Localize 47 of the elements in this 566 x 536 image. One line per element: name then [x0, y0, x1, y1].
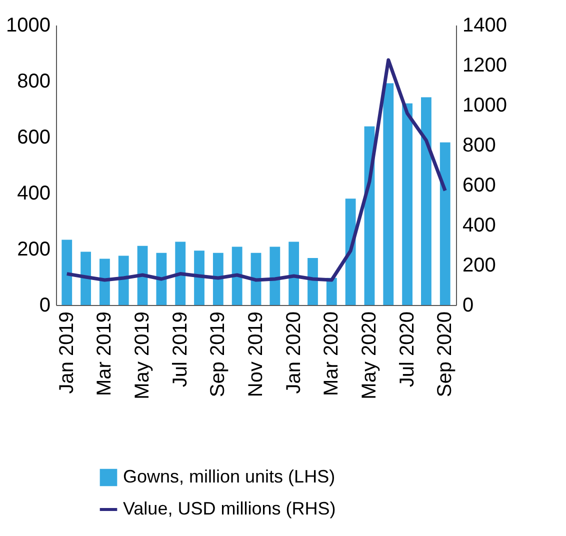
- y2-tick-label: 1400: [462, 14, 507, 36]
- bar: [212, 252, 224, 305]
- bar: [194, 250, 204, 305]
- legend-label: Value, USD millions (RHS): [123, 498, 336, 518]
- y-tick-label: 600: [17, 126, 50, 148]
- y2-tick-label: 600: [462, 174, 496, 196]
- x-tick-label: Nov 2019: [245, 312, 267, 398]
- bar: [137, 246, 148, 305]
- bar: [308, 258, 318, 305]
- x-tick-label: Jul 2020: [396, 312, 418, 388]
- y-tick-label: 0: [39, 294, 50, 316]
- bar: [383, 83, 394, 305]
- y2-tick-label: 1000: [462, 94, 507, 116]
- y2-tick-label: 400: [462, 214, 496, 236]
- y-tick-label: 1000: [6, 14, 50, 36]
- line-series: [65, 58, 447, 282]
- bar: [270, 246, 280, 305]
- bar: [62, 240, 72, 305]
- bar: [288, 242, 300, 305]
- bar: [175, 242, 186, 305]
- x-tick-label: Sep 2019: [207, 312, 230, 398]
- bar: [440, 142, 450, 305]
- bar: [345, 198, 356, 305]
- bar: [402, 103, 412, 305]
- bar: [80, 252, 91, 305]
- x-tick-label: Jan 2020: [282, 312, 305, 394]
- x-tick-label: May 2020: [358, 312, 380, 400]
- x-tick-label: May 2019: [132, 312, 154, 400]
- bar: [118, 256, 129, 305]
- y-tick-label: 200: [17, 238, 50, 260]
- x-tick-label: Sep 2020: [434, 312, 456, 398]
- y2-tick-label: 200: [462, 254, 496, 276]
- bar: [326, 278, 337, 305]
- y2-tick-label: 0: [462, 294, 474, 316]
- x-tick-label: Jul 2019: [169, 312, 192, 388]
- bar: [100, 258, 110, 305]
- bar: [156, 252, 167, 305]
- bar: [232, 246, 242, 305]
- y2-tick-label: 1200: [462, 54, 507, 76]
- y2-tick-label: 800: [462, 134, 496, 156]
- x-tick-label: Mar 2019: [94, 312, 116, 396]
- legend-label: Gowns, million units (LHS): [123, 466, 336, 486]
- y-tick-label: 400: [17, 182, 50, 204]
- x-tick-label: Mar 2020: [320, 312, 343, 396]
- x-tick-label: Jan 2019: [56, 312, 78, 394]
- bar: [421, 97, 432, 305]
- y-tick-label: 800: [17, 70, 50, 92]
